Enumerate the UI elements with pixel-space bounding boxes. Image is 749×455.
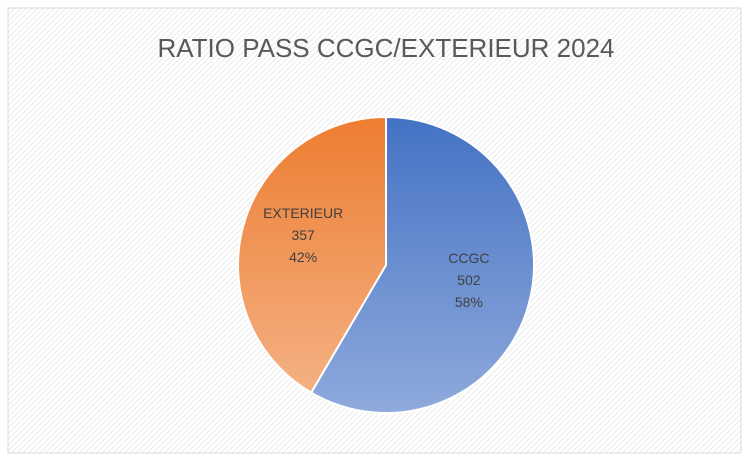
data-label: CCGC bbox=[448, 250, 489, 266]
data-label: 357 bbox=[291, 227, 315, 243]
data-label: 502 bbox=[457, 272, 481, 288]
data-label: 42% bbox=[289, 249, 317, 265]
pie-slice bbox=[309, 115, 535, 414]
data-label: EXTERIEUR bbox=[263, 205, 343, 221]
pie-slice bbox=[237, 115, 387, 395]
data-label: 58% bbox=[455, 294, 483, 310]
chart-title: RATIO PASS CCGC/EXTERIEUR 2024 bbox=[157, 33, 614, 63]
